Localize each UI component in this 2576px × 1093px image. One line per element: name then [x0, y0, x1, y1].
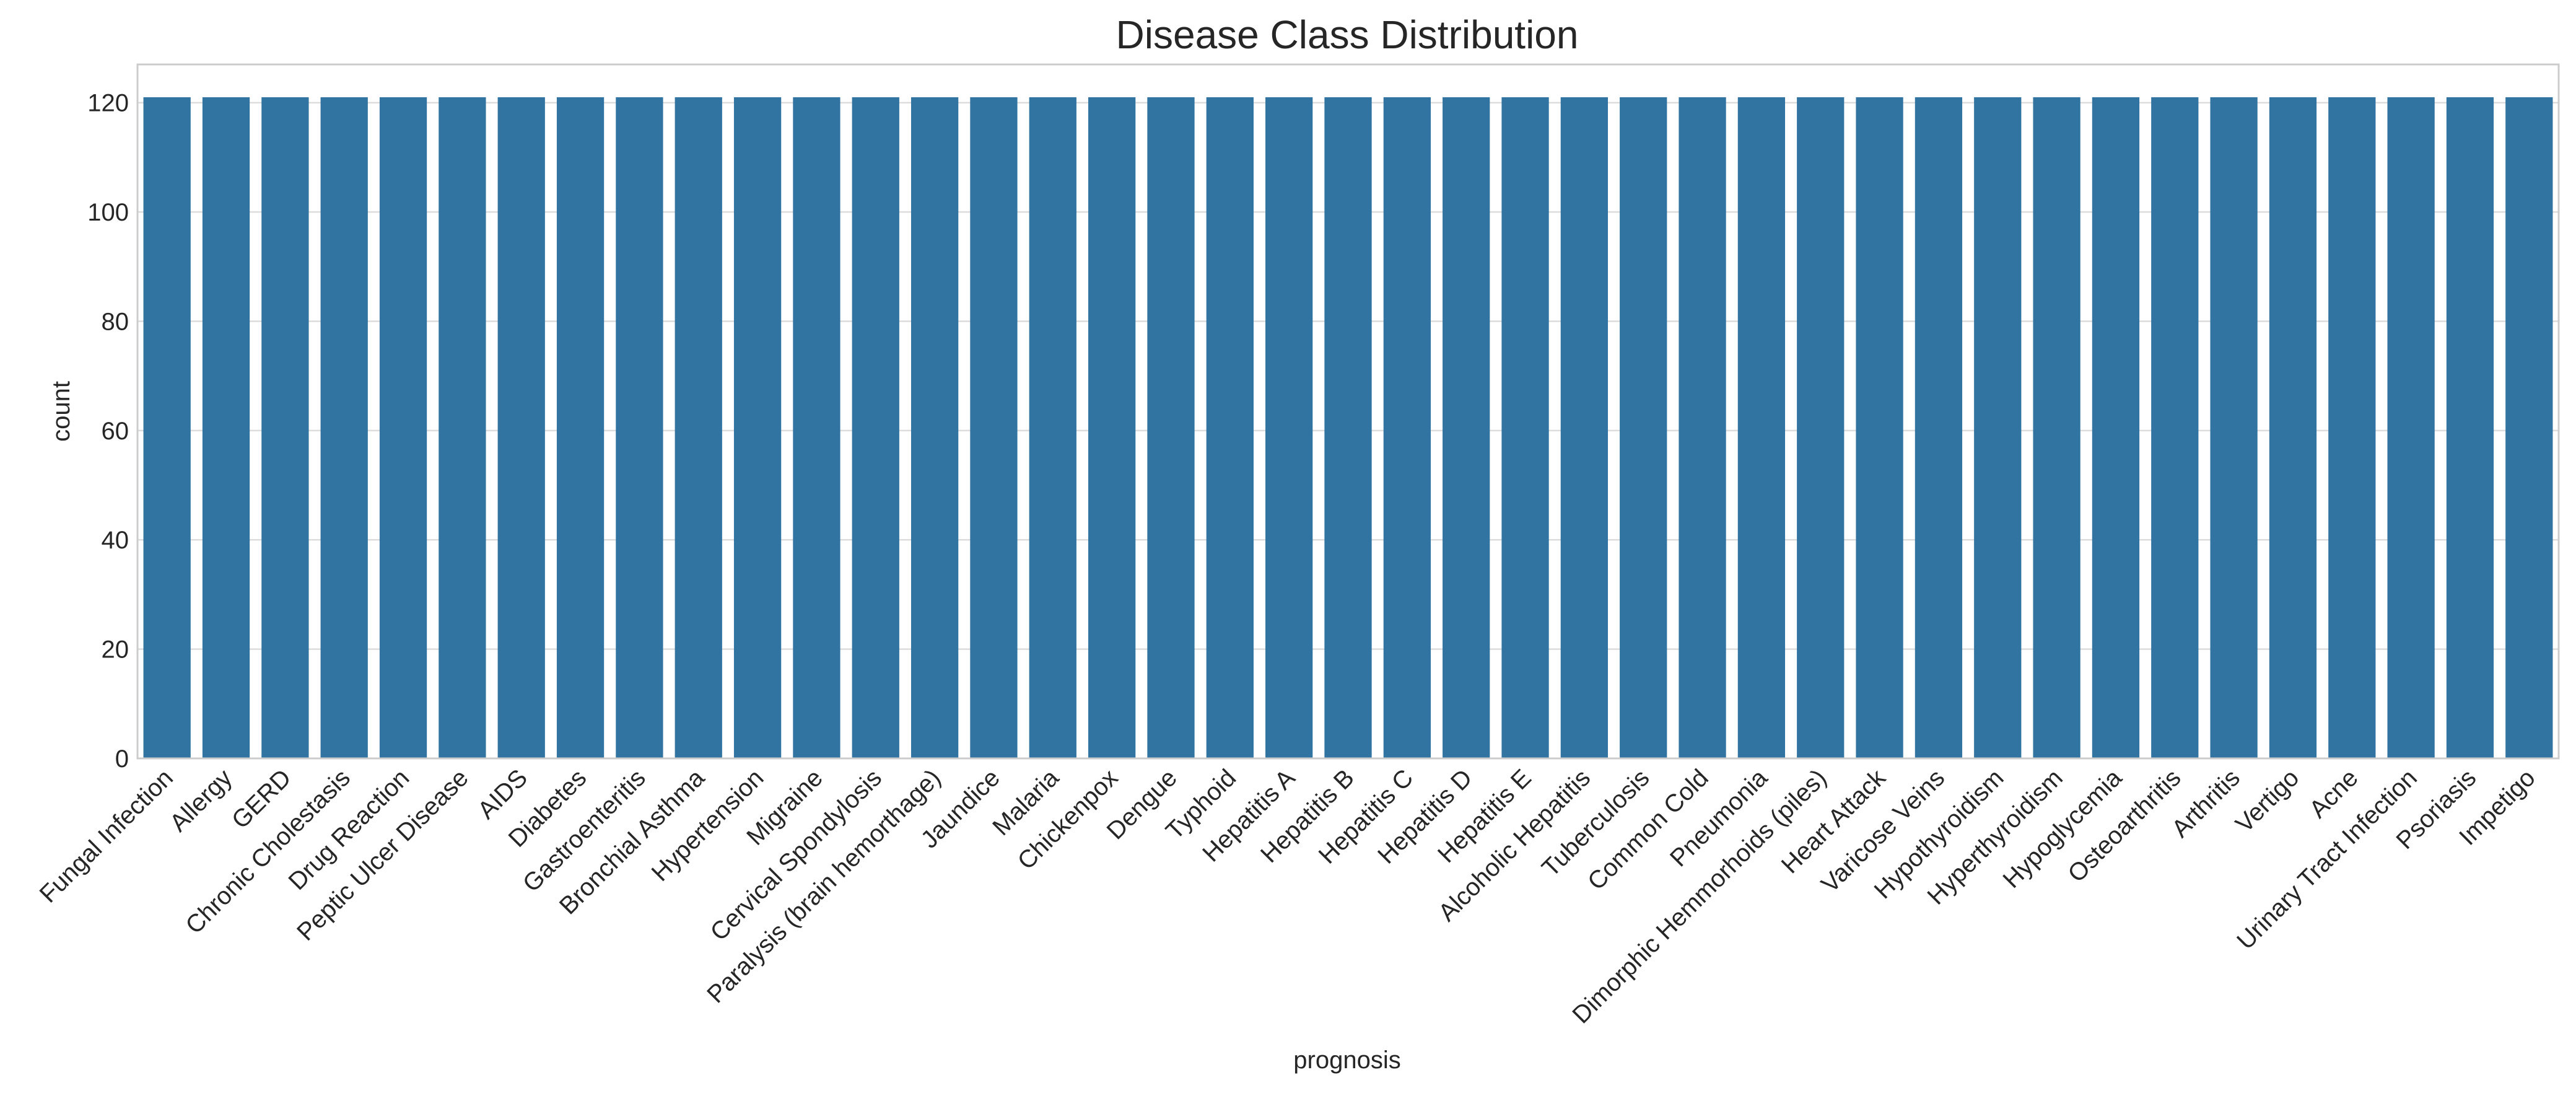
bar [497, 97, 545, 759]
x-axis-label: prognosis [1293, 1047, 1400, 1074]
bar [1974, 97, 2022, 759]
bar [2033, 97, 2080, 759]
bar [202, 97, 250, 759]
bar [852, 97, 899, 759]
bar [1915, 97, 1963, 759]
bar [1737, 97, 1786, 759]
bar [2505, 97, 2553, 759]
bar [1029, 97, 1076, 759]
bar [379, 97, 427, 759]
bar [2210, 97, 2258, 759]
y-tick-label: 20 [102, 636, 129, 664]
y-tick-label: 100 [87, 199, 129, 226]
y-tick-labels: 0 20 40 60 80 100 120 [87, 90, 129, 773]
bar [2328, 97, 2376, 759]
bar [733, 97, 782, 759]
bar [1383, 97, 1431, 759]
bar [143, 97, 191, 759]
bar [2092, 97, 2140, 759]
bars [143, 97, 2553, 759]
bar [1560, 97, 1609, 759]
y-tick-label: 40 [102, 527, 129, 554]
bar [1501, 97, 1549, 759]
bar [2446, 97, 2494, 759]
bar [2151, 97, 2199, 759]
bar [261, 97, 309, 759]
bar [2269, 97, 2317, 759]
plot-frame [136, 63, 2560, 760]
bar [1265, 97, 1313, 759]
bar [910, 97, 959, 759]
y-tick-label: 120 [87, 90, 129, 117]
bar [1324, 97, 1372, 759]
bar [439, 97, 486, 759]
bar [1620, 97, 1667, 759]
bar [793, 97, 840, 759]
y-tick-label: 60 [102, 418, 129, 445]
bar [320, 97, 368, 759]
y-axis-label: count [48, 381, 75, 442]
bar [556, 97, 605, 759]
bar [616, 97, 663, 759]
bar [1797, 97, 1845, 759]
bar [1443, 97, 1490, 759]
x-tick-label: Fungal Infection [35, 764, 178, 908]
bar [1856, 97, 1903, 759]
bar [2387, 97, 2435, 759]
bar [1679, 97, 1726, 759]
bar [970, 97, 1018, 759]
y-tick-label: 0 [115, 745, 129, 773]
bar [1206, 97, 1254, 759]
chart-title: Disease Class Distribution [1116, 12, 1579, 57]
y-tick-label: 80 [102, 308, 129, 335]
bar [1088, 97, 1136, 759]
bar [1147, 97, 1195, 759]
bar [675, 97, 722, 759]
x-tick-label: Allergy [165, 764, 238, 837]
x-tick-label: Vertigo [2230, 764, 2304, 838]
